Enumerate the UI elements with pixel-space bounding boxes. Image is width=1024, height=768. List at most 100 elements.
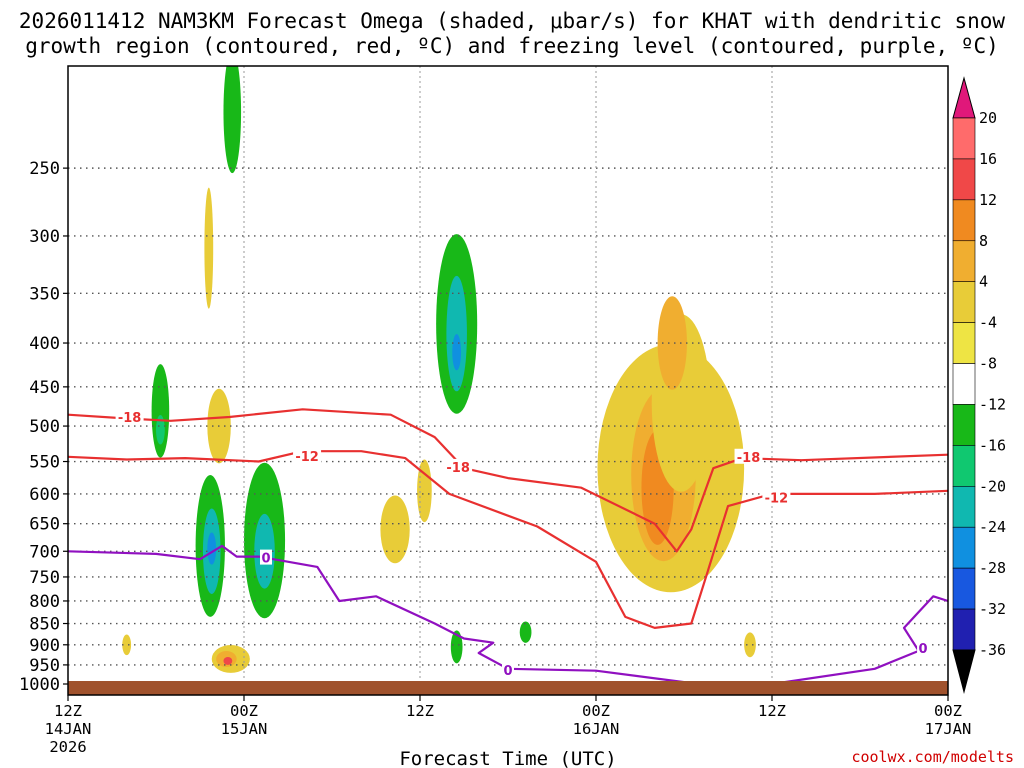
colorbar-label: -16 [979, 436, 1006, 454]
chart-title-line-2: growth region (contoured, red, ºC) and f… [25, 34, 999, 58]
omega-region [744, 632, 756, 658]
y-tick-label: 950 [29, 656, 60, 676]
isotherm-minus18-line [68, 408, 948, 553]
terrain-fill [68, 681, 948, 695]
colorbar-swatch [952, 486, 976, 528]
colorbar-swatch [952, 158, 976, 201]
y-tick-label: 300 [29, 227, 60, 247]
y-tick-label: 700 [29, 542, 60, 562]
contour-label-bg [260, 549, 272, 565]
colorbar-label: -36 [979, 641, 1006, 659]
contour-label-bg [115, 409, 144, 425]
contour-label-bg [762, 489, 791, 505]
contour-label: -18 [118, 411, 142, 426]
omega-region [450, 630, 463, 664]
omega-region [380, 495, 410, 564]
y-tick-label: 750 [29, 568, 60, 588]
colorbar-label: -24 [979, 518, 1006, 536]
colorbar-swatch [952, 526, 976, 569]
x-tick-label: 00Z [230, 702, 258, 720]
omega-region [122, 634, 132, 656]
y-tick-label: 550 [29, 453, 60, 473]
omega-region [156, 415, 165, 445]
x-axis-label: Forecast Time (UTC) [399, 748, 616, 768]
omega-region [519, 621, 532, 643]
omega-region [204, 187, 214, 309]
contour-label-bg [444, 458, 473, 474]
omega-region [223, 66, 242, 174]
omega-colorbar: 20 16 12 8 4 -4 -8 -12 -16 -20 -24 -28 -32 -36 [952, 76, 1006, 694]
omega-region [452, 334, 462, 371]
colorbar-label: 8 [979, 232, 988, 250]
x-tick-label: 12Z [406, 702, 434, 720]
omega-region [223, 657, 233, 665]
colorbar-label: 16 [979, 150, 997, 168]
omega-region [207, 532, 217, 565]
x-tick-label: 14JAN [45, 720, 92, 738]
colorbar-swatch [952, 363, 976, 405]
colorbar-label: -8 [979, 355, 997, 373]
colorbar-swatch [952, 240, 976, 282]
colorbar-label: -20 [979, 477, 1006, 495]
y-tick-label: 450 [29, 378, 60, 398]
colorbar-swatch [952, 404, 976, 446]
isotherm-minus12-line [68, 450, 948, 629]
grid-lines [68, 66, 948, 695]
colorbar-swatch [952, 281, 976, 323]
temperature-contours: -18 -12 -18 -18 -12 0 0 0 [68, 408, 948, 686]
credit-text[interactable]: coolwx.com/modelts [851, 748, 1014, 766]
contour-label-bg [502, 661, 514, 677]
contour-label: -18 [446, 461, 470, 476]
y-tick-label: 250 [29, 159, 60, 179]
contour-label: -12 [295, 450, 319, 465]
x-tick-label: 00Z [582, 702, 610, 720]
contour-label: -12 [765, 492, 789, 507]
contour-label: 0 [503, 664, 512, 679]
pressure-axis: 2503003504004505005506006507007508008509… [19, 159, 68, 695]
colorbar-bottom-arrow [952, 649, 976, 694]
y-tick-label: 850 [29, 615, 60, 635]
y-tick-label: 800 [29, 592, 60, 612]
contour-label-bg [917, 640, 930, 656]
y-tick-label: 650 [29, 515, 60, 535]
colorbar-label: 20 [979, 109, 997, 127]
y-tick-label: 900 [29, 636, 60, 656]
colorbar-swatch [952, 199, 976, 242]
colorbar-label: -12 [979, 395, 1006, 413]
colorbar-top-arrow [952, 76, 976, 119]
x-tick-label: 00Z [934, 702, 962, 720]
y-tick-label: 600 [29, 485, 60, 505]
colorbar-label: -4 [979, 314, 997, 332]
omega-region [446, 275, 467, 392]
omega-region [657, 296, 687, 390]
colorbar-label: 4 [979, 273, 988, 291]
contour-label-bg [734, 448, 763, 464]
colorbar-label: -28 [979, 559, 1006, 577]
freezing-level-line [68, 544, 948, 686]
contour-label: -18 [737, 451, 761, 466]
omega-shading [122, 66, 756, 673]
colorbar-swatch [952, 117, 976, 160]
x-tick-label: 2026 [49, 738, 86, 756]
plot-frame [67, 65, 949, 696]
plot-border [67, 65, 949, 696]
x-tick-label: 16JAN [573, 720, 620, 738]
x-tick-label: 17JAN [925, 720, 972, 738]
contour-label: 0 [919, 642, 928, 657]
colorbar-swatch [952, 567, 976, 610]
colorbar-swatch [952, 322, 976, 364]
colorbar-label: -32 [979, 600, 1006, 618]
colorbar-label: 12 [979, 191, 997, 209]
contour-label-bg [293, 448, 322, 464]
colorbar-swatch [952, 445, 976, 487]
y-tick-label: 400 [29, 334, 60, 354]
x-tick-label: 15JAN [221, 720, 268, 738]
x-tick-label: 12Z [54, 702, 82, 720]
terrain [68, 681, 948, 695]
y-tick-label: 500 [29, 417, 60, 437]
contour-label: 0 [261, 552, 270, 567]
omega-region [417, 459, 432, 523]
x-tick-label: 12Z [758, 702, 786, 720]
